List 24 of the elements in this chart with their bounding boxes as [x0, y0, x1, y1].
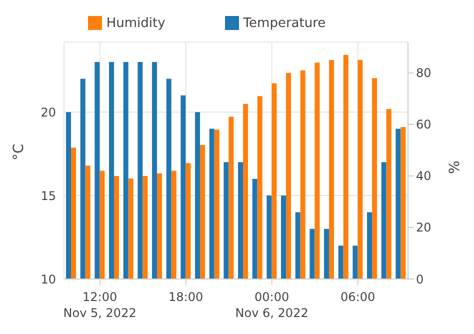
y2-tick-label: 0	[416, 272, 424, 286]
y-tick-label: 20	[40, 105, 56, 120]
x-tick-label: 06:00	[340, 290, 376, 304]
bar	[358, 60, 363, 279]
y2-axis-title: %	[446, 160, 463, 174]
bar	[314, 62, 320, 279]
y-axis-title: °C	[10, 144, 27, 160]
bar	[300, 70, 306, 279]
x-tick-label: 12:00 Nov 5, 2022	[63, 290, 136, 320]
y2-tick-label: 80	[416, 66, 432, 80]
y2-tick-label: 60	[416, 118, 432, 132]
x-tick-label: 18:00	[168, 290, 204, 304]
y-tick-label: 15	[40, 188, 56, 203]
bar	[329, 60, 334, 279]
legend-label: Humidity	[106, 16, 166, 31]
bar	[343, 54, 348, 279]
bar	[372, 78, 378, 279]
legend-label: Temperature	[243, 16, 326, 31]
y2-tick-label: 20	[416, 220, 432, 235]
x-tick-label: 00:00 Nov 6, 2022	[235, 290, 308, 320]
y2-tick-label: 40	[416, 169, 432, 184]
y-tick-label: 10	[40, 272, 56, 286]
bar	[286, 72, 292, 279]
bar	[272, 83, 277, 279]
